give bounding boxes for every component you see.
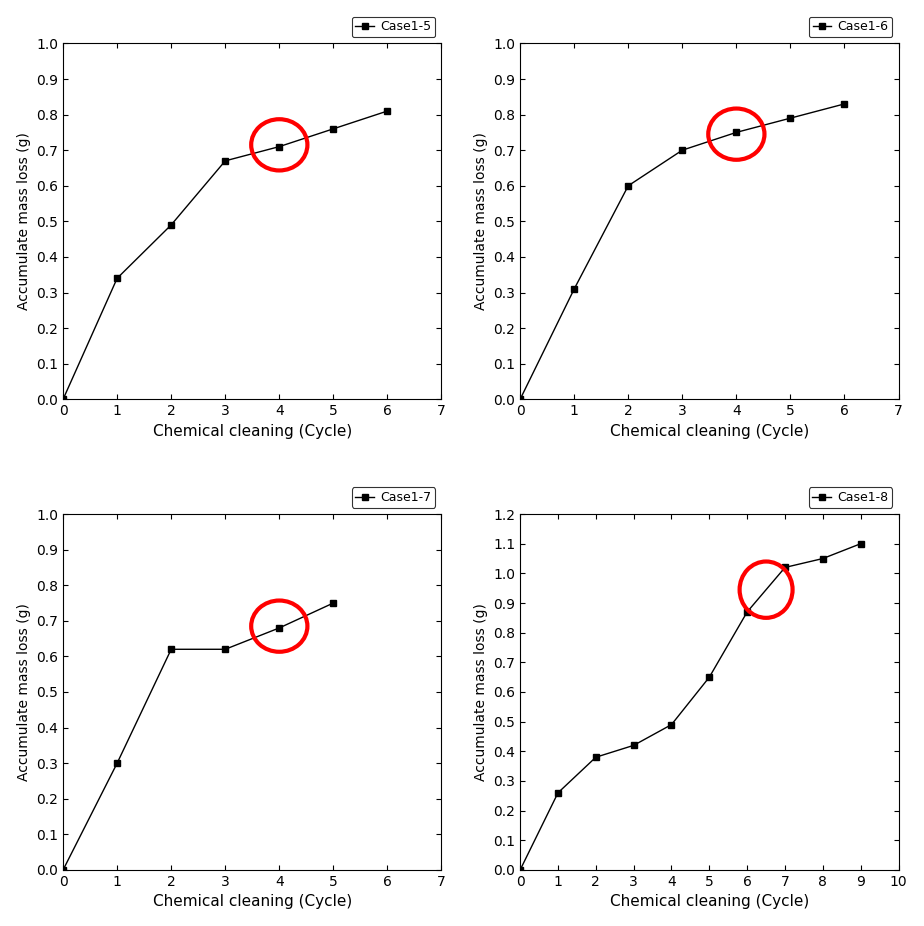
- X-axis label: Chemical cleaning (Cycle): Chemical cleaning (Cycle): [152, 424, 352, 439]
- Y-axis label: Accumulate mass loss (g): Accumulate mass loss (g): [17, 132, 30, 310]
- X-axis label: Chemical cleaning (Cycle): Chemical cleaning (Cycle): [610, 895, 808, 909]
- Y-axis label: Accumulate mass loss (g): Accumulate mass loss (g): [474, 132, 488, 310]
- Legend: Case1-8: Case1-8: [808, 487, 893, 507]
- Legend: Case1-5: Case1-5: [351, 17, 435, 37]
- X-axis label: Chemical cleaning (Cycle): Chemical cleaning (Cycle): [610, 424, 808, 439]
- Legend: Case1-6: Case1-6: [808, 17, 893, 37]
- X-axis label: Chemical cleaning (Cycle): Chemical cleaning (Cycle): [152, 895, 352, 909]
- Legend: Case1-7: Case1-7: [351, 487, 435, 507]
- Y-axis label: Accumulate mass loss (g): Accumulate mass loss (g): [474, 603, 488, 781]
- Y-axis label: Accumulate mass loss (g): Accumulate mass loss (g): [17, 603, 30, 781]
